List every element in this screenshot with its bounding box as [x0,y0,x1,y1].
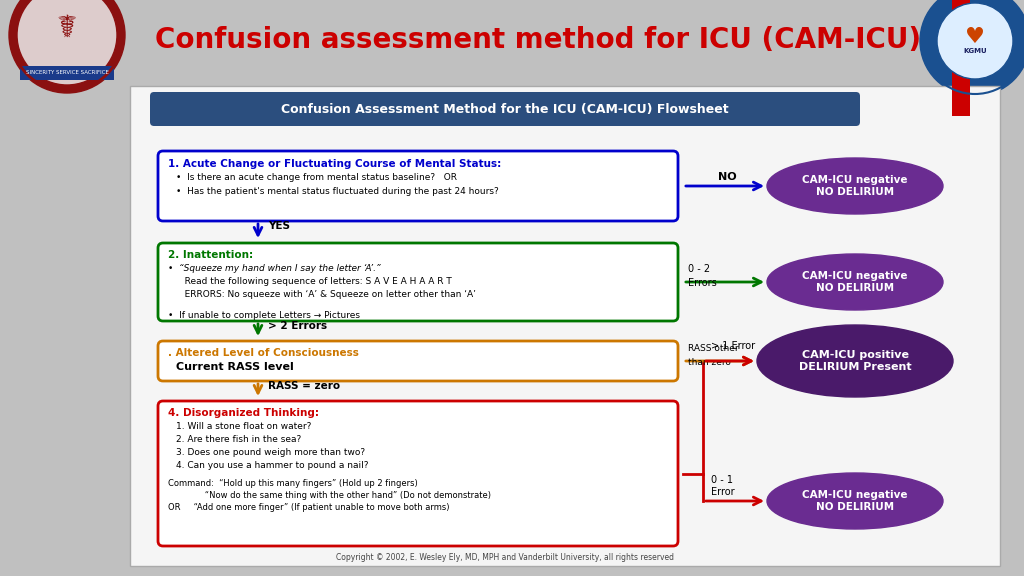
Circle shape [937,3,1013,79]
Text: CAM-ICU negative
NO DELIRIUM: CAM-ICU negative NO DELIRIUM [802,271,907,293]
Text: KGMU: KGMU [964,48,987,54]
Text: CAM-ICU positive
DELIRIUM Present: CAM-ICU positive DELIRIUM Present [799,350,911,372]
Text: YES: YES [268,221,290,231]
Text: 2. Are there fish in the sea?: 2. Are there fish in the sea? [176,435,301,444]
Circle shape [17,0,117,85]
FancyBboxPatch shape [158,401,678,546]
FancyBboxPatch shape [158,341,678,381]
Bar [20,66,114,80]
Text: RASS other: RASS other [688,344,738,353]
Text: 0 - 2: 0 - 2 [688,264,710,274]
Text: ♥: ♥ [965,27,985,47]
Text: 0 - 1: 0 - 1 [711,475,733,485]
Text: NO: NO [718,172,736,182]
Circle shape [9,0,125,93]
Text: > 2 Errors: > 2 Errors [268,321,327,331]
Text: > 1 Error: > 1 Error [711,341,755,351]
Text: SINCERITY SERVICE SACRIFICE: SINCERITY SERVICE SACRIFICE [26,70,109,75]
Text: . Altered Level of Consciousness: . Altered Level of Consciousness [168,348,358,358]
Text: 2. Inattention:: 2. Inattention: [168,250,253,260]
Text: Copyright © 2002, E. Wesley Ely, MD, MPH and Vanderbilt University, all rights r: Copyright © 2002, E. Wesley Ely, MD, MPH… [336,554,674,563]
Text: •  If unable to complete Letters → Pictures: • If unable to complete Letters → Pictur… [168,311,360,320]
Text: Confusion assessment method for ICU (CAM-ICU): Confusion assessment method for ICU (CAM… [155,26,922,54]
Text: Read the following sequence of letters: S A V E A H A A R T: Read the following sequence of letters: … [176,277,452,286]
Bar [130,86,1000,566]
Text: ERRORS: No squeeze with ‘A’ & Squeeze on letter other than ‘A’: ERRORS: No squeeze with ‘A’ & Squeeze on… [176,290,476,299]
Text: Errors: Errors [688,278,717,288]
Ellipse shape [767,254,943,310]
Ellipse shape [767,158,943,214]
Text: Error: Error [711,487,734,497]
Text: CAM-ICU negative
NO DELIRIUM: CAM-ICU negative NO DELIRIUM [802,490,907,512]
Text: Current RASS level: Current RASS level [176,362,294,372]
Ellipse shape [757,325,953,397]
Text: Confusion Assessment Method for the ICU (CAM-ICU) Flowsheet: Confusion Assessment Method for the ICU … [282,103,729,116]
Bar [0,0,1024,80]
Text: OR     “Add one more finger” (If patient unable to move both arms): OR “Add one more finger” (If patient una… [168,503,450,512]
Text: •  Is there an acute change from mental status baseline?   OR: • Is there an acute change from mental s… [176,173,457,182]
Text: than zero: than zero [688,358,731,367]
Circle shape [920,0,1024,96]
Text: “Now do the same thing with the other hand” (Do not demonstrate): “Now do the same thing with the other ha… [168,491,490,500]
Text: •  Has the patient's mental status fluctuated during the past 24 hours?: • Has the patient's mental status fluctu… [176,187,499,196]
Text: ☤: ☤ [56,13,77,43]
Bar [952,0,970,116]
Text: 4. Disorganized Thinking:: 4. Disorganized Thinking: [168,408,319,418]
Ellipse shape [767,473,943,529]
FancyBboxPatch shape [158,243,678,321]
FancyBboxPatch shape [150,92,860,126]
Text: 1. Will a stone float on water?: 1. Will a stone float on water? [176,422,311,431]
Text: RASS = zero: RASS = zero [268,381,340,391]
Text: •  “Squeeze my hand when I say the letter ‘A’.”: • “Squeeze my hand when I say the letter… [168,264,381,273]
FancyBboxPatch shape [158,151,678,221]
Text: 4. Can you use a hammer to pound a nail?: 4. Can you use a hammer to pound a nail? [176,461,369,470]
Text: 3. Does one pound weigh more than two?: 3. Does one pound weigh more than two? [176,448,366,457]
Text: CAM-ICU negative
NO DELIRIUM: CAM-ICU negative NO DELIRIUM [802,175,907,197]
Text: Command:  “Hold up this many fingers” (Hold up 2 fingers): Command: “Hold up this many fingers” (Ho… [168,479,418,488]
Text: 1. Acute Change or Fluctuating Course of Mental Status:: 1. Acute Change or Fluctuating Course of… [168,159,502,169]
